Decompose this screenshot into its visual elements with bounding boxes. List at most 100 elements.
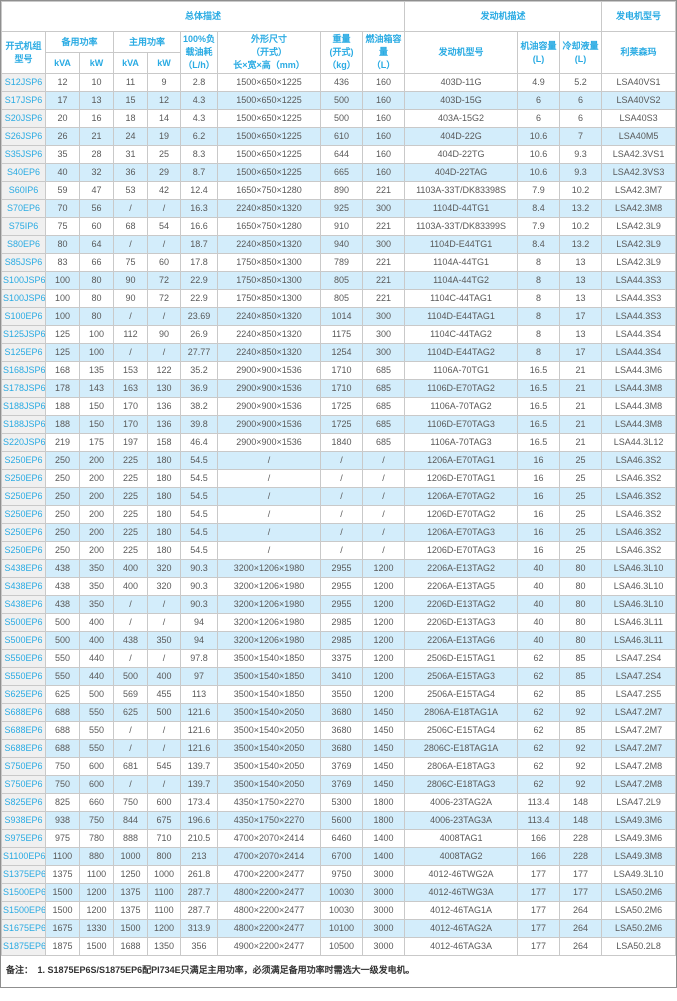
- cell-tank: /: [361, 451, 406, 471]
- header-group-row: 总体描述 发动机描述 发电机型号: [0, 1, 677, 32]
- cell-oil: 16: [517, 487, 561, 507]
- cell-weight: 3680: [320, 703, 363, 723]
- cell-prime_kw: /: [147, 199, 181, 219]
- model-link[interactable]: S178JSP6: [1, 379, 46, 399]
- cell-dimensions: 1500×650×1225: [217, 73, 321, 93]
- model-link[interactable]: S125EP6: [1, 343, 46, 363]
- model-link[interactable]: S17JSP6: [1, 91, 46, 111]
- model-link[interactable]: S250EP6: [1, 487, 46, 507]
- cell-alternator: LSA50.2M6: [601, 901, 677, 921]
- model-link[interactable]: S250EP6: [1, 523, 46, 543]
- header-weight: 重量 (开式) （kg）: [320, 30, 363, 75]
- model-link[interactable]: S938EP6: [1, 811, 46, 831]
- cell-dimensions: 3500×1540×2050: [217, 757, 321, 777]
- cell-weight: 9750: [320, 865, 363, 885]
- cell-prime_kw: 180: [147, 505, 181, 525]
- model-link[interactable]: S100EP6: [1, 307, 46, 327]
- model-link[interactable]: S250EP6: [1, 469, 46, 489]
- cell-alternator: LSA46.3L10: [601, 577, 677, 597]
- model-link[interactable]: S688EP6: [1, 703, 46, 723]
- cell-weight: 2985: [320, 631, 363, 651]
- model-link[interactable]: S688EP6: [1, 721, 46, 741]
- model-link[interactable]: S75IP6: [1, 217, 46, 237]
- table-row: S750EP6 750 600 681 545 139.7 3500×1540×2050 37…: [1, 757, 677, 777]
- cell-fuel_100: 54.5: [180, 451, 218, 471]
- model-link[interactable]: S20JSP6: [1, 109, 46, 129]
- table-row: S100EP6 100 80//23.69 2240×850×1320 1014 300 1…: [1, 307, 677, 327]
- cell-oil: 62: [517, 703, 561, 723]
- cell-standby_kw: 550: [79, 703, 114, 723]
- cell-engine_model: 1206A-E70TAG3: [404, 523, 519, 543]
- model-link[interactable]: S100JSP6: [1, 271, 46, 291]
- cell-fuel_100: 94: [180, 613, 218, 633]
- header-prime-kw: kW: [147, 52, 181, 75]
- cell-standby_kw: 600: [79, 775, 114, 795]
- model-link[interactable]: S438EP6: [1, 559, 46, 579]
- model-link[interactable]: S500EP6: [1, 631, 46, 651]
- cell-tank: 1400: [361, 847, 406, 867]
- cell-coolant: 17: [559, 307, 603, 327]
- model-link[interactable]: S1500EP6: [1, 901, 46, 921]
- cell-fuel_100: 113: [180, 685, 218, 705]
- model-link[interactable]: S1500EP6: [1, 883, 46, 903]
- model-link[interactable]: S250EP6: [1, 451, 46, 471]
- model-link[interactable]: S100JSP6: [1, 289, 46, 309]
- model-link[interactable]: S35JSP6: [1, 145, 46, 165]
- cell-prime_kw: 180: [147, 487, 181, 507]
- cell-dimensions: 2240×850×1320: [217, 307, 321, 327]
- cell-oil: 8.4: [517, 199, 561, 219]
- cell-standby_kw: 200: [79, 505, 114, 525]
- model-link[interactable]: S438EP6: [1, 577, 46, 597]
- cell-fuel_100: 121.6: [180, 739, 218, 759]
- cell-alternator: LSA49.3M6: [601, 829, 677, 849]
- model-link[interactable]: S220JSP6: [1, 433, 46, 453]
- model-link[interactable]: S125JSP6: [1, 325, 46, 345]
- model-link[interactable]: S250EP6: [1, 541, 46, 561]
- model-link[interactable]: S550EP6: [1, 667, 46, 687]
- model-link[interactable]: S625EP6: [1, 685, 46, 705]
- model-link[interactable]: S70EP6: [1, 199, 46, 219]
- cell-alternator: LSA46.3S2: [601, 451, 677, 471]
- cell-engine_model: 2206A-E13TAG6: [404, 631, 519, 651]
- model-link[interactable]: S825EP6: [1, 793, 46, 813]
- model-link[interactable]: S250EP6: [1, 505, 46, 525]
- model-link[interactable]: S550EP6: [1, 649, 46, 669]
- model-link[interactable]: S188JSP6: [1, 397, 46, 417]
- cell-dimensions: /: [217, 541, 321, 561]
- cell-standby_kva: 188: [45, 415, 80, 435]
- model-link[interactable]: S1100EP6: [1, 847, 46, 867]
- cell-standby_kw: 200: [79, 523, 114, 543]
- cell-prime_kw: /: [147, 343, 181, 363]
- cell-prime_kva: 170: [113, 415, 148, 435]
- model-link[interactable]: S750EP6: [1, 775, 46, 795]
- cell-engine_model: 2806A-E18TAG1A: [404, 703, 519, 723]
- model-link[interactable]: S438EP6: [1, 595, 46, 615]
- cell-prime_kva: 18: [113, 109, 148, 129]
- model-link[interactable]: S60IP6: [1, 181, 46, 201]
- model-link[interactable]: S1875EP6: [1, 937, 46, 957]
- cell-dimensions: 1500×650×1225: [217, 163, 321, 183]
- cell-standby_kw: 440: [79, 649, 114, 669]
- model-link[interactable]: S1675EP6: [1, 919, 46, 939]
- model-link[interactable]: S85JSP6: [1, 253, 46, 273]
- model-link[interactable]: S168JSP6: [1, 361, 46, 381]
- model-link[interactable]: S40EP6: [1, 163, 46, 183]
- cell-standby_kw: 1500: [79, 937, 114, 957]
- cell-prime_kw: 180: [147, 469, 181, 489]
- model-link[interactable]: S975EP6: [1, 829, 46, 849]
- model-link[interactable]: S26JSP6: [1, 127, 46, 147]
- model-link[interactable]: S12JSP6: [1, 73, 46, 93]
- cell-weight: 805: [320, 289, 363, 309]
- cell-prime_kw: 710: [147, 829, 181, 849]
- model-link[interactable]: S188JSP6: [1, 415, 46, 435]
- model-link[interactable]: S500EP6: [1, 613, 46, 633]
- cell-weight: 3680: [320, 739, 363, 759]
- header-model: 开式机组 型号: [1, 30, 46, 75]
- model-link[interactable]: S750EP6: [1, 757, 46, 777]
- model-link[interactable]: S1375EP6: [1, 865, 46, 885]
- cell-alternator: LSA46.3L10: [601, 595, 677, 615]
- cell-oil: 8: [517, 271, 561, 291]
- model-link[interactable]: S80EP6: [1, 235, 46, 255]
- model-link[interactable]: S688EP6: [1, 739, 46, 759]
